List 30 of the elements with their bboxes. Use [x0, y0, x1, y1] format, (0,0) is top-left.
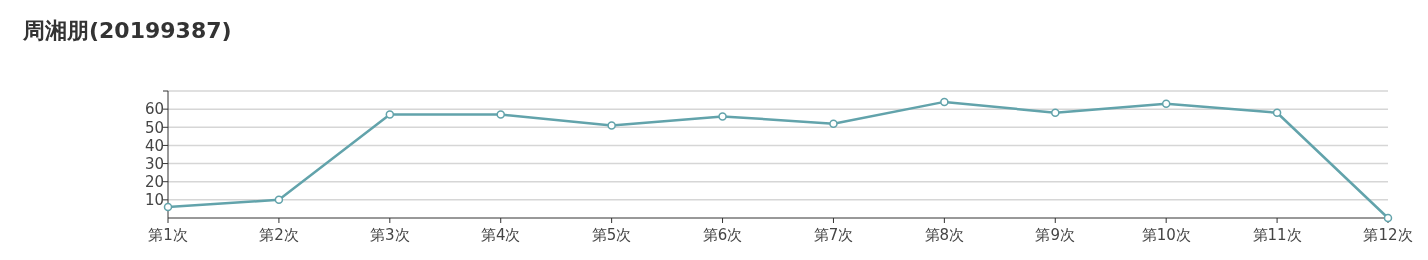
- x-tick-label: 第7次: [813, 226, 854, 244]
- y-tick-label: 40: [144, 136, 164, 155]
- x-tick-label: 第11次: [1252, 226, 1302, 244]
- x-tick-label: 第2次: [259, 226, 299, 244]
- y-tick-label: 60: [144, 100, 164, 119]
- chart-title: 周湘朋(20199387): [22, 18, 232, 43]
- y-tick-label: 20: [144, 172, 164, 191]
- y-tick-label: 50: [144, 118, 164, 137]
- point: [940, 97, 949, 107]
- x-tick-label: 第3次: [370, 226, 410, 244]
- point: [163, 202, 173, 212]
- x-tick-label: 第10次: [1141, 226, 1191, 244]
- point: [1161, 99, 1171, 108]
- point: [274, 195, 284, 205]
- x-tick-label: 第6次: [702, 226, 743, 244]
- point: [496, 110, 505, 119]
- x-tick-label: 第12次: [1363, 226, 1413, 244]
- point: [1272, 108, 1282, 118]
- point: [1051, 108, 1060, 118]
- x-tick-label: 第9次: [1035, 226, 1076, 244]
- x-tick-label: 第8次: [924, 226, 965, 244]
- x-tick-label: 第5次: [591, 226, 632, 244]
- point: [829, 119, 838, 128]
- y-tick-label: 10: [144, 191, 164, 210]
- y-tick-label: 30: [144, 154, 164, 173]
- x-tick-label: 第1次: [148, 226, 188, 244]
- point: [607, 121, 616, 130]
- point: [718, 112, 727, 121]
- x-tick-label: 第4次: [480, 226, 521, 244]
- point: [385, 110, 395, 119]
